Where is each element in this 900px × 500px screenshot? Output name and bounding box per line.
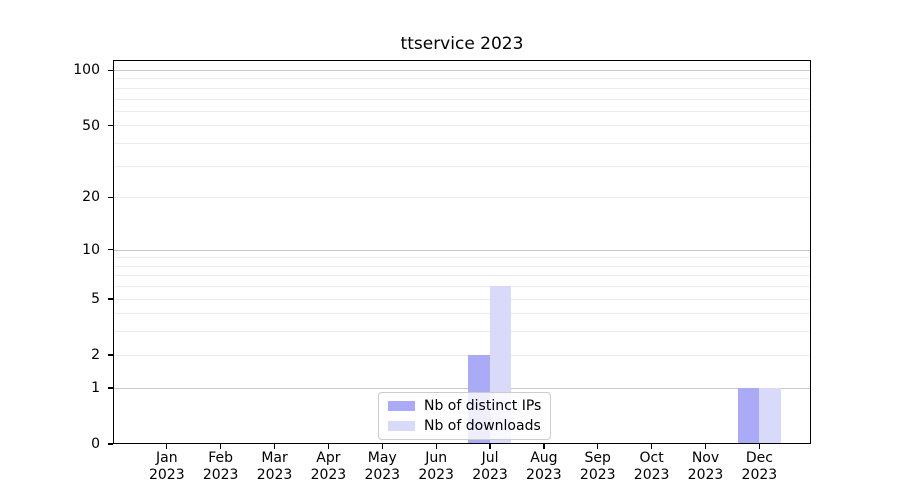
x-tick-mark <box>435 444 437 449</box>
minor-gridline <box>114 110 810 112</box>
x-tick-label-line: 2023 <box>310 467 347 483</box>
x-tick-label: Feb 2023 <box>189 450 253 484</box>
x-tick-label-line: Mar <box>261 450 288 466</box>
y-tick-mark <box>108 387 113 389</box>
legend-item: Nb of distinct IPs <box>388 398 541 414</box>
y-tick-label: 50 <box>82 117 100 134</box>
x-tick-label: Nov 2023 <box>674 450 738 484</box>
minor-gridline <box>114 265 810 267</box>
y-tick-label: 2 <box>91 347 100 364</box>
x-tick-label-line: 2023 <box>256 467 293 483</box>
x-tick-mark <box>489 444 491 449</box>
x-tick-mark <box>273 444 276 449</box>
minor-gridline <box>114 125 810 127</box>
y-tick-label: 0 <box>91 436 100 452</box>
x-tick-label-line: Jul <box>481 450 499 466</box>
minor-gridline <box>114 275 810 277</box>
bar <box>737 387 760 443</box>
x-tick-mark <box>597 444 599 449</box>
x-tick-label: Aug 2023 <box>512 450 576 484</box>
legend: Nb of distinct IPs Nb of downloads <box>378 392 552 440</box>
x-tick-label-line: Apr <box>316 450 341 466</box>
x-tick-label-line: 2023 <box>526 467 562 483</box>
x-tick-label: Apr 2023 <box>296 450 360 484</box>
minor-gridline <box>114 313 810 315</box>
x-tick-mark <box>543 444 545 449</box>
chart-title: ttservice 2023 <box>400 34 524 54</box>
x-tick-label-line: 2023 <box>579 467 616 483</box>
x-tick-label-line: 2023 <box>472 467 508 483</box>
y-tick-label: 100 <box>73 62 100 79</box>
y-tick-label: 5 <box>91 290 100 307</box>
y-tick-mark <box>108 124 113 127</box>
minor-gridline <box>114 298 810 300</box>
x-tick-label-line: 2023 <box>148 467 185 483</box>
x-tick-label-line: Sep <box>584 450 611 466</box>
x-tick-label-line: Jun <box>425 450 448 466</box>
minor-gridline <box>114 197 810 199</box>
bar <box>759 387 781 443</box>
y-tick-mark <box>108 69 113 71</box>
y-tick-mark <box>108 443 113 445</box>
legend-item: Nb of downloads <box>388 418 541 434</box>
legend-label: Nb of distinct IPs <box>424 398 542 414</box>
minor-gridline <box>114 286 810 288</box>
x-tick-label-line: 2023 <box>687 467 724 483</box>
minor-gridline <box>114 98 810 100</box>
y-tick-label: 1 <box>91 379 100 396</box>
x-tick-label-line: Dec <box>745 450 773 466</box>
x-tick-mark <box>650 444 653 449</box>
x-tick-label: Jun 2023 <box>404 450 468 484</box>
x-tick-label-line: 2023 <box>741 467 778 483</box>
x-tick-label-line: Aug <box>530 450 558 466</box>
y-tick-mark <box>108 196 113 199</box>
minor-gridline <box>114 331 810 333</box>
y-tick-mark <box>108 249 113 251</box>
x-tick-label: Jan 2023 <box>135 450 199 484</box>
major-gridline <box>114 69 810 71</box>
x-tick-label: Jul 2023 <box>458 450 522 484</box>
y-tick-label: 10 <box>82 241 100 258</box>
x-tick-mark <box>758 444 761 449</box>
minor-gridline <box>114 142 810 144</box>
major-gridline <box>114 387 810 389</box>
x-tick-label: Sep 2023 <box>566 450 630 484</box>
x-tick-label: May 2023 <box>350 450 414 484</box>
x-tick-mark <box>166 444 168 449</box>
x-tick-label-line: 2023 <box>418 467 454 483</box>
y-tick-label: 20 <box>82 189 100 206</box>
legend-label: Nb of downloads <box>424 418 541 434</box>
x-tick-mark <box>327 444 330 449</box>
minor-gridline <box>114 354 810 356</box>
plot-area <box>113 60 811 444</box>
x-tick-label-line: Oct <box>639 450 664 466</box>
legend-swatch <box>388 421 415 431</box>
x-tick-mark <box>220 444 222 449</box>
y-tick-mark <box>108 298 113 300</box>
minor-gridline <box>114 78 810 80</box>
x-tick-label-line: 2023 <box>364 467 401 483</box>
x-tick-mark <box>381 444 383 449</box>
legend-swatch <box>388 401 415 411</box>
minor-gridline <box>114 165 810 167</box>
x-tick-mark <box>704 444 707 449</box>
x-tick-label-line: 2023 <box>202 467 239 483</box>
x-tick-label-line: Feb <box>208 450 234 466</box>
x-tick-label: Mar 2023 <box>243 450 307 484</box>
x-tick-label-line: Nov <box>691 450 720 466</box>
x-tick-label: Dec 2023 <box>727 450 791 484</box>
x-tick-label-line: 2023 <box>633 467 670 483</box>
major-gridline <box>114 249 810 251</box>
minor-gridline <box>114 87 810 89</box>
x-tick-label: Oct 2023 <box>620 450 684 484</box>
x-tick-label-line: Jan <box>156 450 178 466</box>
minor-gridline <box>114 257 810 259</box>
y-tick-mark <box>108 354 113 356</box>
x-tick-label-line: May <box>367 450 397 466</box>
